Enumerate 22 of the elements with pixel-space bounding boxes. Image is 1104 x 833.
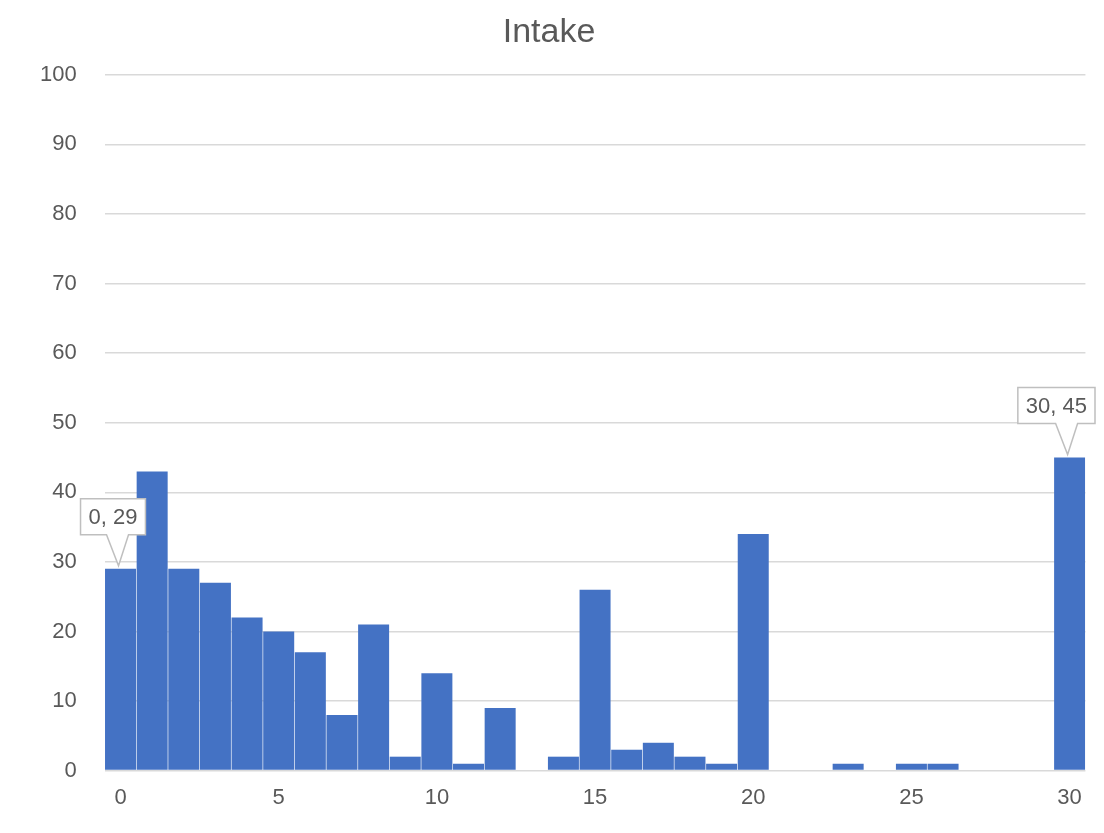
y-tick-label: 10 (52, 687, 77, 713)
x-tick-label: 5 (272, 783, 285, 809)
bar (832, 763, 864, 770)
annotation: 30, 45 (1025, 392, 1088, 418)
y-tick-label: 60 (52, 339, 77, 365)
y-tick-label: 70 (52, 269, 77, 295)
y-tick-label: 40 (52, 478, 77, 504)
y-tick-label: 30 (52, 547, 77, 573)
x-tick-label: 20 (741, 783, 766, 809)
y-tick-label: 50 (52, 408, 77, 434)
y-tick-label: 20 (52, 617, 77, 643)
x-tick-label: 0 (114, 783, 127, 809)
chart-title: Intake (502, 10, 596, 49)
y-tick-label: 80 (52, 200, 77, 226)
x-tick-label: 30 (1057, 783, 1082, 809)
y-tick-label: 90 (52, 130, 77, 156)
x-tick-label: 15 (582, 783, 608, 809)
x-tick-label: 10 (424, 783, 450, 809)
annotation: 0, 29 (88, 503, 138, 529)
y-tick-label: 100 (39, 60, 77, 86)
y-tick-label: 0 (64, 756, 77, 782)
x-tick-label: 25 (899, 783, 924, 809)
